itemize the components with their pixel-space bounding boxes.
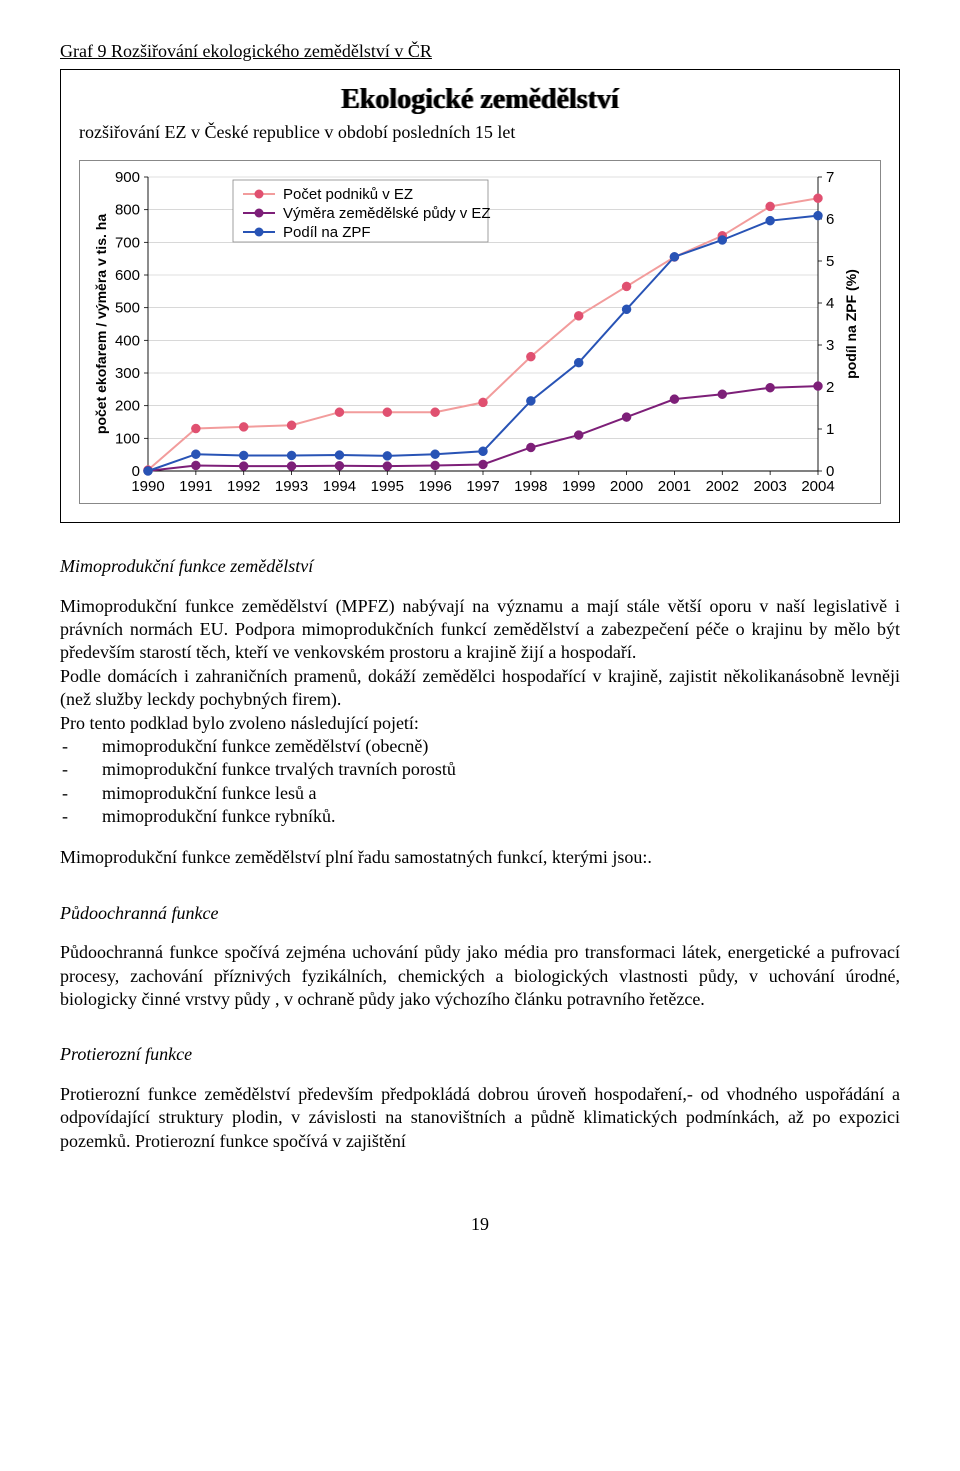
paragraph: Podle domácích i zahraničních pramenů, d… xyxy=(60,665,900,712)
svg-text:300: 300 xyxy=(115,365,140,382)
page-number: 19 xyxy=(60,1213,900,1236)
svg-text:1: 1 xyxy=(826,421,834,438)
svg-text:7: 7 xyxy=(826,169,834,186)
svg-text:2000: 2000 xyxy=(610,478,643,495)
svg-text:Podíl na ZPF: Podíl na ZPF xyxy=(283,224,371,241)
svg-text:500: 500 xyxy=(115,300,140,317)
svg-text:Počet podniků v EZ: Počet podniků v EZ xyxy=(283,186,413,203)
line-chart: 0100200300400500600700800900012345671990… xyxy=(90,169,870,499)
svg-text:1995: 1995 xyxy=(371,478,404,495)
chart-main-title: Ekologické zemědělství xyxy=(79,82,881,118)
paragraph: Mimoprodukční funkce zemědělství (MPFZ) … xyxy=(60,595,900,665)
svg-text:1999: 1999 xyxy=(562,478,595,495)
svg-text:6: 6 xyxy=(826,211,834,228)
svg-text:1997: 1997 xyxy=(466,478,499,495)
paragraph: Pro tento podklad bylo zvoleno následují… xyxy=(60,712,900,735)
svg-text:2: 2 xyxy=(826,379,834,396)
section-heading-protierozni: Protierozní funkce xyxy=(60,1043,900,1066)
section-heading-pudoochranna: Půdoochranná funkce xyxy=(60,902,900,925)
svg-text:1994: 1994 xyxy=(323,478,356,495)
paragraph: Mimoprodukční funkce zemědělství plní řa… xyxy=(60,846,900,869)
list-item: mimoprodukční funkce trvalých travních p… xyxy=(60,758,900,781)
svg-text:1991: 1991 xyxy=(179,478,212,495)
chart-subtitle: rozšiřování EZ v České republice v obdob… xyxy=(79,121,881,144)
svg-text:100: 100 xyxy=(115,431,140,448)
svg-text:800: 800 xyxy=(115,202,140,219)
graf-title: Graf 9 Rozšiřování ekologického zeměděls… xyxy=(60,40,900,63)
svg-text:4: 4 xyxy=(826,295,834,312)
section-heading-mimoprodukce: Mimoprodukční funkce zemědělství xyxy=(60,555,900,578)
svg-text:2002: 2002 xyxy=(706,478,739,495)
chart-container: Ekologické zemědělství rozšiřování EZ v … xyxy=(60,69,900,523)
svg-text:Výměra zemědělské půdy v EZ: Výměra zemědělské půdy v EZ xyxy=(283,205,491,222)
svg-text:2004: 2004 xyxy=(801,478,834,495)
svg-text:1990: 1990 xyxy=(131,478,164,495)
chart-plot-box: 0100200300400500600700800900012345671990… xyxy=(79,160,881,504)
svg-text:700: 700 xyxy=(115,235,140,252)
svg-text:5: 5 xyxy=(826,253,834,270)
paragraph: Protierozní funkce zemědělství především… xyxy=(60,1083,900,1153)
list-item: mimoprodukční funkce rybníků. xyxy=(60,805,900,828)
paragraph: Půdoochranná funkce spočívá zejména ucho… xyxy=(60,941,900,1011)
list-item: mimoprodukční funkce zemědělství (obecně… xyxy=(60,735,900,758)
svg-text:počet ekofarem / výměra v tis.: počet ekofarem / výměra v tis. ha xyxy=(93,214,109,434)
list-item: mimoprodukční funkce lesů a xyxy=(60,782,900,805)
svg-text:1996: 1996 xyxy=(418,478,451,495)
svg-text:3: 3 xyxy=(826,337,834,354)
svg-text:600: 600 xyxy=(115,267,140,284)
svg-text:2001: 2001 xyxy=(658,478,691,495)
svg-text:1998: 1998 xyxy=(514,478,547,495)
svg-text:400: 400 xyxy=(115,333,140,350)
svg-text:podíl na ZPF (%): podíl na ZPF (%) xyxy=(843,269,859,379)
svg-text:900: 900 xyxy=(115,169,140,186)
svg-text:1992: 1992 xyxy=(227,478,260,495)
svg-text:200: 200 xyxy=(115,398,140,415)
svg-text:1993: 1993 xyxy=(275,478,308,495)
bullet-list: mimoprodukční funkce zemědělství (obecně… xyxy=(60,735,900,829)
svg-text:2003: 2003 xyxy=(753,478,786,495)
